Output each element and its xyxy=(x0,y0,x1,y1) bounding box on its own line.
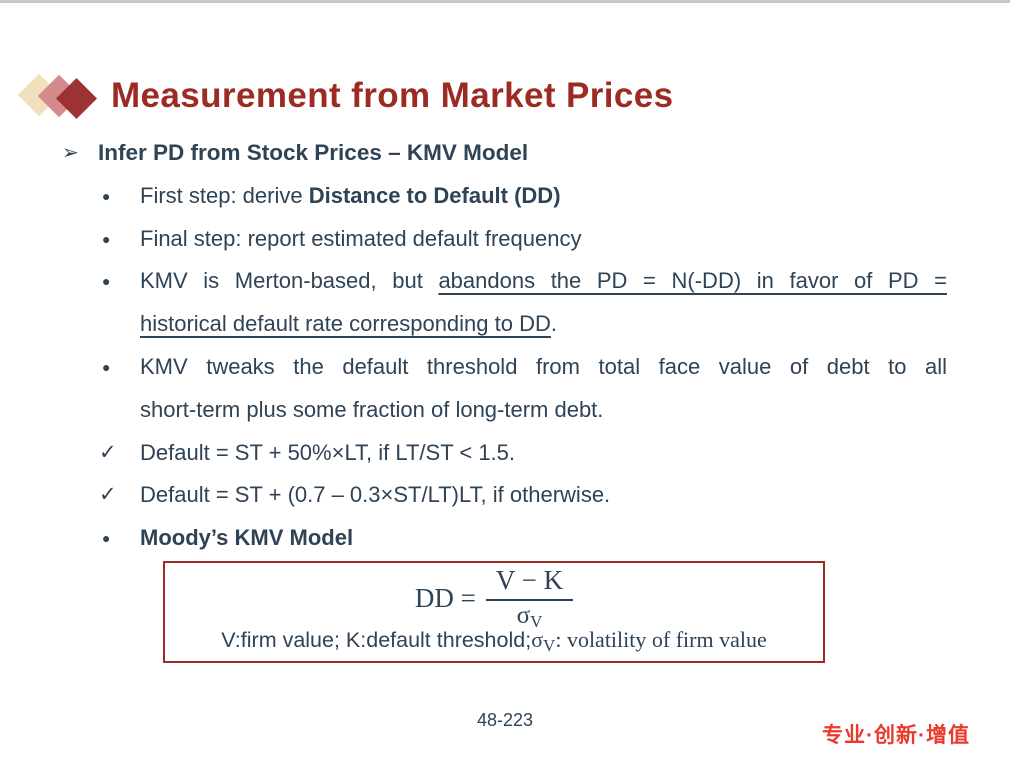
page-title: Measurement from Market Prices xyxy=(111,76,674,115)
dot-bullet-icon: ● xyxy=(102,358,111,375)
list-item: historical default rate corresponding to… xyxy=(62,303,947,346)
bullet-spacer xyxy=(102,389,140,432)
list-item-text: historical default rate corresponding to… xyxy=(140,303,947,346)
check-bullet-icon: ✓ xyxy=(99,483,117,507)
formula-equals: = xyxy=(460,582,476,613)
bullet-spacer xyxy=(102,303,140,346)
list-item-text: Moody’s KMV Model xyxy=(140,517,947,560)
text-segment: Distance to Default (DD) xyxy=(308,182,561,208)
formula-desc-sigma-sub: V xyxy=(543,636,556,655)
list-item: ● First step: derive Distance to Default … xyxy=(62,175,947,218)
text-segment: historical default rate corresponding to… xyxy=(140,311,551,337)
list-item-text: Default = ST + (0.7 – 0.3×ST/LT)LT, if o… xyxy=(140,474,947,517)
list-item-text: Final step: report estimated default fre… xyxy=(140,218,947,261)
list-item: ● KMV tweaks the default threshold from t… xyxy=(62,346,947,389)
text-segment: First step: derive xyxy=(140,182,309,208)
dot-bullet-icon: ● xyxy=(102,530,111,547)
text-segment: KMV is Merton-based, but xyxy=(140,268,439,294)
dot-bullet-icon: ● xyxy=(102,187,111,204)
footer-slogan: 专业·创新·增值 xyxy=(822,724,970,747)
top-divider-line xyxy=(0,0,1010,3)
formula-denominator: σV xyxy=(486,601,573,632)
formula-desc-sigma: σ xyxy=(531,627,544,652)
text-segment: Final step: report estimated default fre… xyxy=(140,225,582,251)
list-item: ● Moody’s KMV Model xyxy=(62,517,947,560)
list-item-text: KMV is Merton-based, but abandons the PD… xyxy=(140,260,947,303)
list-item-text: KMV tweaks the default threshold from to… xyxy=(140,346,947,389)
dot-bullet-icon: ● xyxy=(102,230,111,247)
dd-formula: DD = V − K σV xyxy=(165,565,823,632)
text-segment: Default = ST + 50%×LT, if LT/ST < 1.5. xyxy=(140,439,516,465)
text-segment: abandons the PD = N(-DD) in favor of PD … xyxy=(438,268,947,294)
list-item-text: Default = ST + 50%×LT, if LT/ST < 1.5. xyxy=(140,432,947,475)
formula-description: V:firm value; K:default threshold;σV: vo… xyxy=(165,627,823,656)
list-item: short-term plus some fraction of long-te… xyxy=(62,389,947,432)
check-bullet-icon: ✓ xyxy=(99,440,117,464)
text-segment: short-term plus some fraction of long-te… xyxy=(140,396,604,422)
text-segment: Moody’s KMV Model xyxy=(140,525,354,551)
sigma-symbol: σ xyxy=(516,601,531,629)
list-item-text: short-term plus some fraction of long-te… xyxy=(140,389,947,432)
formula-box: DD = V − K σV V:firm value; K:default th… xyxy=(163,561,825,663)
formula-desc-rest: : volatility of firm value xyxy=(555,627,767,652)
arrow-bullet-icon: ➢ xyxy=(62,142,79,164)
text-segment: Default = ST + (0.7 – 0.3×ST/LT)LT, if o… xyxy=(140,482,611,508)
formula-desc-sans: V:firm value; K:default threshold; xyxy=(221,628,532,652)
text-segment: KMV tweaks the default threshold from to… xyxy=(140,353,947,379)
list-item-text: Infer PD from Stock Prices – KMV Model xyxy=(98,132,947,175)
list-item: ● KMV is Merton-based, but abandons the P… xyxy=(62,260,947,303)
list-item-text: First step: derive Distance to Default (… xyxy=(140,175,947,218)
dot-bullet-icon: ● xyxy=(102,273,111,290)
formula-lhs: DD xyxy=(414,582,454,613)
list-item: ✓ Default = ST + 50%×LT, if LT/ST < 1.5. xyxy=(62,432,947,475)
sigma-subscript: V xyxy=(530,611,543,631)
text-segment: Infer PD from Stock Prices – KMV Model xyxy=(98,140,529,165)
page-number: 48-223 xyxy=(476,710,534,730)
list-item: ✓ Default = ST + (0.7 – 0.3×ST/LT)LT, if … xyxy=(62,474,947,517)
bullet-list: ➢ Infer PD from Stock Prices – KMV Model ●… xyxy=(62,132,947,560)
formula-fraction: V − K σV xyxy=(485,565,574,632)
text-segment: . xyxy=(550,311,558,337)
list-item: ➢ Infer PD from Stock Prices – KMV Model xyxy=(62,132,947,175)
formula-numerator: V − K xyxy=(485,565,574,601)
list-item: ● Final step: report estimated default fr… xyxy=(62,218,947,261)
